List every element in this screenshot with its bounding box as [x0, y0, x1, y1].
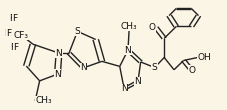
Text: O: O	[188, 66, 195, 75]
Text: N: N	[80, 63, 87, 72]
Text: F: F	[9, 14, 15, 23]
Text: CF₃: CF₃	[14, 31, 29, 40]
Text: S: S	[75, 27, 80, 36]
Text: S: S	[152, 63, 158, 72]
Text: N: N	[54, 70, 61, 79]
Text: N: N	[56, 49, 62, 58]
Text: F: F	[4, 29, 9, 38]
Text: OH: OH	[197, 53, 211, 62]
Text: F: F	[13, 43, 18, 52]
Text: F: F	[6, 29, 12, 38]
Text: CH₃: CH₃	[35, 96, 52, 105]
Text: F: F	[12, 14, 17, 23]
Text: CH₃: CH₃	[121, 22, 137, 31]
Text: N: N	[135, 77, 141, 86]
Text: N: N	[121, 84, 128, 94]
Text: F: F	[10, 43, 16, 52]
Text: O: O	[149, 23, 156, 32]
Text: N: N	[125, 46, 131, 55]
